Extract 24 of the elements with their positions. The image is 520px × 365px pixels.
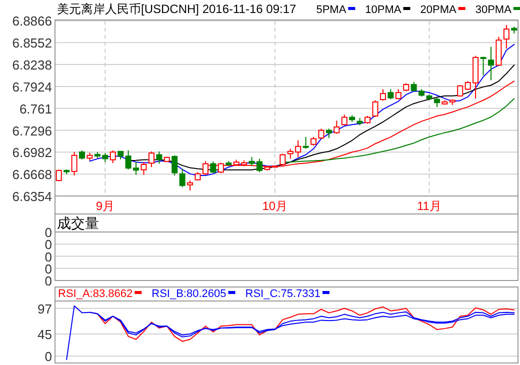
y-tick-label: 45 xyxy=(38,326,52,342)
legend-label: RSI_B:80.2605 xyxy=(152,288,226,300)
y-tick-label: 6.8866 xyxy=(12,14,52,29)
x-tick-label: 11月 xyxy=(417,199,442,213)
y-tick-label: 6.8238 xyxy=(12,58,52,73)
chart-title: 美元离岸人民币[USDCNH] 2016-11-16 09:17 xyxy=(57,2,297,16)
y-tick-label: 6.6982 xyxy=(12,145,52,160)
y-tick-label: 6.7296 xyxy=(12,123,52,138)
y-tick-label: 0 xyxy=(44,349,52,364)
y-tick-label: 6.6354 xyxy=(12,189,52,204)
y-tick-label: 6.8552 xyxy=(12,36,52,51)
text: 成交量 xyxy=(57,215,99,231)
x-tick-label: 10月 xyxy=(262,199,288,213)
y-tick-label: 6.7924 xyxy=(12,79,52,94)
y-tick-label: 6.761 xyxy=(19,101,52,116)
legend-label: RSI_C:75.7331 xyxy=(245,288,320,300)
legend-label: RSI_A:83.8662 xyxy=(58,288,133,300)
y-tick-label: 6.6668 xyxy=(12,167,52,182)
legend-label: 20PMA xyxy=(420,4,457,16)
legend-label: 5PMA xyxy=(316,4,347,16)
y-tick-label: 97 xyxy=(38,301,52,316)
x-tick-label: 9月 xyxy=(96,199,114,213)
legend-label: 30PMA xyxy=(475,4,512,16)
legend-label: 10PMA xyxy=(365,4,402,16)
